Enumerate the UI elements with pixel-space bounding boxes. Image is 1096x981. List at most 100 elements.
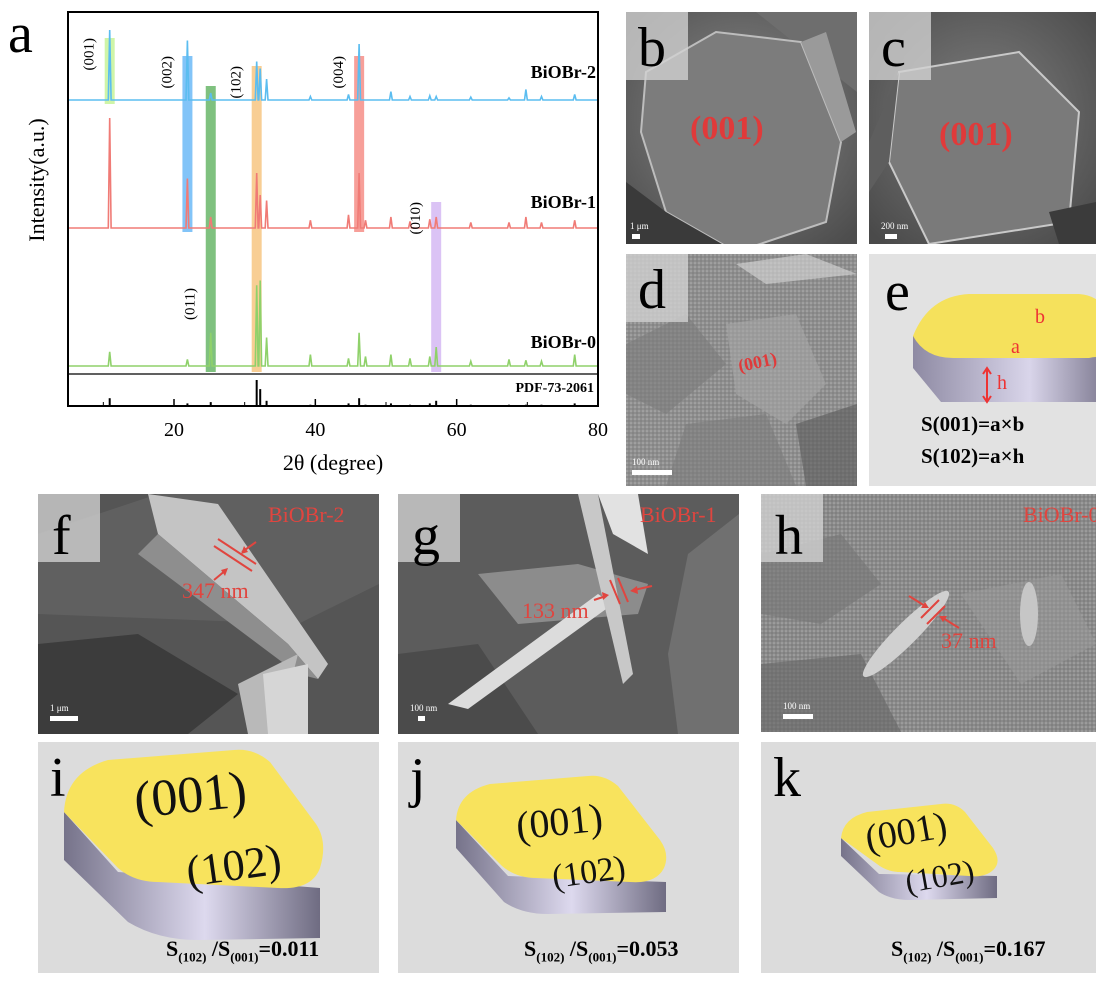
sample-label-h: BiOBr-0	[1023, 502, 1096, 527]
scale-bar-g	[418, 716, 425, 721]
sem-image-c: c (001) 200 nm	[869, 12, 1096, 244]
formula-s102: S(102)=a×h	[921, 444, 1025, 468]
ratio-s-i: S	[166, 936, 179, 961]
sem-image-h: h BiOBr-0 37 nm 100 nm	[761, 494, 1096, 732]
ratio-value-k: =0.167	[983, 936, 1046, 961]
panel-label-j: j	[410, 747, 426, 809]
facet-label-b: (001)	[690, 110, 764, 147]
scale-bar-f	[50, 716, 78, 721]
sample-label-f: BiOBr-2	[268, 502, 345, 527]
model-panel-k: k (001) (102) S(102) /S(001)=0.167	[761, 742, 1096, 973]
ratio-sub1-k: (102)	[903, 949, 932, 965]
series-label-BiOBr-1: BiOBr-1	[531, 192, 596, 212]
peak-label-(102): (102)	[229, 66, 245, 99]
scale-bar-c	[885, 234, 897, 239]
peak-label-(004): (004)	[331, 56, 347, 89]
plot-frame	[67, 11, 599, 407]
x-tick-label-3: 80	[588, 419, 608, 441]
facet-label-c: (001)	[939, 116, 1013, 153]
model-panel-i: i (001) (102) S(102) /S(001)=0.011	[38, 742, 379, 973]
sem-texture-b	[626, 12, 857, 244]
highlight-band-0	[104, 38, 115, 104]
series-label-PDF-73-2061: PDF-73-2061	[515, 381, 594, 396]
plot-border	[67, 11, 599, 407]
peak-label-(010): (010)	[408, 202, 424, 235]
x-tick-label-2: 60	[447, 419, 467, 441]
ratio-sub2-k: (001)	[955, 949, 984, 965]
platelet-model-j	[456, 775, 667, 914]
peak-label-(002): (002)	[159, 56, 175, 89]
scale-label-f: 1 μm	[50, 703, 69, 713]
peak-label-(011): (011)	[183, 288, 199, 320]
chart-text: 2θ (degree) Intensity(a.u.) BiOBr-2 BiOBr-1…	[24, 38, 596, 475]
series-label-BiOBr-0: BiOBr-0	[531, 332, 596, 352]
model-panel-e: e b a h S(001)=a×b S(102)=a×h	[869, 254, 1096, 486]
scale-bar-d	[632, 470, 672, 475]
model-dim-h: h	[997, 372, 1007, 394]
highlight-band-4	[354, 56, 365, 232]
scale-label-h: 100 nm	[783, 701, 811, 711]
ratio-label-j: S(102) /S(001)=0.053	[524, 936, 679, 965]
ratio-s-k: S	[891, 936, 904, 961]
panel-label-h: h	[775, 505, 803, 567]
peak-highlights	[104, 38, 442, 372]
scale-bar-h	[783, 714, 813, 719]
ratio-mid-j: /S	[564, 936, 589, 961]
ratio-label-k: S(102) /S(001)=0.167	[891, 936, 1046, 965]
facet-top-label-j: (001)	[513, 794, 605, 849]
scale-label-d: 100 nm	[632, 457, 660, 467]
sem-image-f: f BiOBr-2 347 nm 1 μm	[38, 494, 379, 734]
scale-label-c: 200 nm	[881, 221, 909, 231]
ratio-value-i: =0.011	[258, 936, 320, 961]
sem-texture-h	[761, 494, 1096, 732]
sample-label-g: BiOBr-1	[640, 502, 717, 527]
scale-label-g: 100 nm	[410, 703, 438, 713]
formula-s001: S(001)=a×b	[921, 412, 1025, 436]
thickness-label-f: 347 nm	[182, 578, 249, 603]
pattern-BiOBr-1	[68, 117, 598, 229]
xrd-chart: 20 40 60 80 2θ (degree) Intensity(a.u.) BiOBr…	[24, 11, 608, 475]
y-axis-label: Intensity(a.u.)	[24, 118, 49, 241]
thickness-label-g: 133 nm	[522, 598, 589, 623]
panel-label-e: e	[885, 261, 910, 323]
platelet-model-i	[64, 749, 324, 940]
pattern-BiOBr-2	[68, 29, 598, 101]
panel-label-g: g	[412, 505, 440, 567]
panel-label-c: c	[881, 17, 906, 79]
ratio-sub1-j: (102)	[536, 949, 565, 965]
ratio-s-j: S	[524, 936, 537, 961]
highlight-band-2	[205, 86, 216, 372]
x-axis-label: 2θ (degree)	[283, 450, 383, 475]
ratio-mid-k: /S	[931, 936, 956, 961]
panel-label-f: f	[52, 505, 71, 567]
ratio-sub2-j: (001)	[588, 949, 617, 965]
x-tick-label-0: 20	[164, 419, 184, 441]
scale-label-b: 1 μm	[630, 221, 649, 231]
series-label-BiOBr-2: BiOBr-2	[531, 62, 596, 82]
panel-label-a: a	[8, 3, 33, 65]
x-tick-label-1: 40	[305, 419, 325, 441]
ratio-sub2-i: (001)	[230, 949, 259, 965]
sem-image-b: b (001) 1 μm	[626, 12, 857, 244]
ratio-sub1-i: (102)	[178, 949, 207, 965]
ratio-label-i: S(102) /S(001)=0.011	[166, 936, 319, 965]
thickness-label-h: 37 nm	[941, 628, 997, 653]
panel-label-b: b	[638, 17, 666, 79]
pattern-BiOBr-0	[68, 280, 598, 367]
model-dim-a: a	[1011, 336, 1020, 358]
model-panel-j: j (001) (102) S(102) /S(001)=0.053	[398, 742, 739, 973]
sem-image-d: d (001) 100 nm	[626, 254, 857, 486]
model-dim-b: b	[1035, 306, 1045, 328]
peak-label-(001): (001)	[82, 38, 98, 71]
sem-image-g: g BiOBr-1 133 nm 100 nm	[398, 494, 739, 734]
x-axis-ticks: 20 40 60 80	[102, 399, 608, 441]
panel-label-i: i	[50, 747, 66, 809]
scale-bar-b	[632, 234, 640, 239]
platelet-model-k	[841, 803, 998, 900]
panel-label-k: k	[773, 747, 801, 809]
platelet-model-e	[913, 294, 1096, 404]
facet-top-label-i: (001)	[131, 761, 250, 830]
ratio-mid-i: /S	[206, 936, 231, 961]
highlight-band-5	[431, 202, 442, 372]
ratio-value-j: =0.053	[616, 936, 679, 961]
